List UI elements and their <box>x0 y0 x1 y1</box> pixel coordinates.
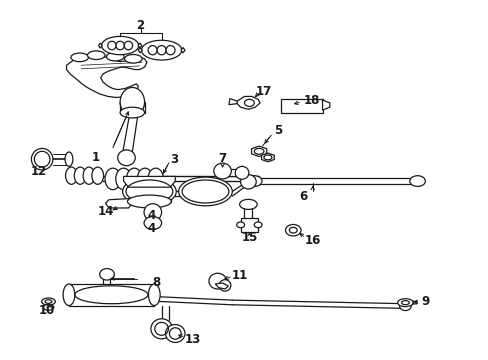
Ellipse shape <box>87 51 105 59</box>
Polygon shape <box>237 96 260 109</box>
Ellipse shape <box>43 305 54 310</box>
Ellipse shape <box>254 148 264 154</box>
Ellipse shape <box>137 168 153 190</box>
Ellipse shape <box>45 300 52 303</box>
Ellipse shape <box>165 324 184 342</box>
Bar <box>240 219 258 232</box>
Polygon shape <box>123 176 175 187</box>
Ellipse shape <box>151 319 172 339</box>
Ellipse shape <box>235 166 248 179</box>
Text: 1: 1 <box>92 151 100 164</box>
Polygon shape <box>228 99 237 105</box>
Ellipse shape <box>41 298 55 305</box>
Ellipse shape <box>116 41 124 50</box>
Text: 12: 12 <box>31 165 47 177</box>
Text: 4: 4 <box>147 221 156 235</box>
Bar <box>222 169 242 176</box>
Text: 8: 8 <box>152 276 161 289</box>
Ellipse shape <box>74 167 86 184</box>
Ellipse shape <box>100 269 114 280</box>
Ellipse shape <box>399 301 410 311</box>
Polygon shape <box>412 301 416 304</box>
Ellipse shape <box>213 163 231 179</box>
Text: 15: 15 <box>241 231 257 244</box>
Ellipse shape <box>148 284 160 306</box>
Ellipse shape <box>254 222 262 228</box>
Ellipse shape <box>65 167 77 184</box>
Ellipse shape <box>106 52 124 61</box>
Ellipse shape <box>239 199 257 210</box>
Ellipse shape <box>166 46 175 55</box>
Ellipse shape <box>289 227 297 233</box>
Ellipse shape <box>244 99 254 107</box>
Polygon shape <box>66 55 147 98</box>
Ellipse shape <box>105 168 121 190</box>
Ellipse shape <box>144 217 161 229</box>
Ellipse shape <box>102 36 139 55</box>
Ellipse shape <box>157 46 166 55</box>
Text: 17: 17 <box>255 85 272 98</box>
Polygon shape <box>261 153 274 162</box>
Ellipse shape <box>236 222 244 228</box>
Ellipse shape <box>208 273 226 289</box>
Polygon shape <box>99 43 102 48</box>
Text: 6: 6 <box>298 190 306 203</box>
Ellipse shape <box>122 177 176 206</box>
Ellipse shape <box>285 225 301 236</box>
Ellipse shape <box>120 107 144 118</box>
Ellipse shape <box>126 168 142 190</box>
Ellipse shape <box>92 167 103 184</box>
Polygon shape <box>251 146 266 157</box>
Ellipse shape <box>401 301 408 305</box>
Polygon shape <box>138 48 142 53</box>
Ellipse shape <box>71 53 88 62</box>
Ellipse shape <box>31 148 53 170</box>
Ellipse shape <box>397 299 412 307</box>
Ellipse shape <box>107 41 116 50</box>
Bar <box>281 99 322 113</box>
Ellipse shape <box>240 175 256 189</box>
Ellipse shape <box>127 195 171 208</box>
Ellipse shape <box>120 87 144 116</box>
Polygon shape <box>322 100 329 110</box>
Text: 4: 4 <box>147 210 156 222</box>
Text: 9: 9 <box>421 296 429 309</box>
Ellipse shape <box>116 168 131 190</box>
Ellipse shape <box>141 40 182 60</box>
Text: 2: 2 <box>136 19 144 32</box>
Ellipse shape <box>63 284 75 306</box>
Polygon shape <box>105 199 132 208</box>
Text: 3: 3 <box>169 153 178 166</box>
Ellipse shape <box>148 168 163 190</box>
Ellipse shape <box>148 46 157 55</box>
Text: 11: 11 <box>231 269 247 282</box>
Ellipse shape <box>65 152 73 166</box>
Polygon shape <box>215 283 228 289</box>
Ellipse shape <box>83 167 95 184</box>
Text: 13: 13 <box>185 333 201 346</box>
Ellipse shape <box>34 151 50 167</box>
Polygon shape <box>138 43 142 48</box>
Ellipse shape <box>409 176 425 186</box>
Ellipse shape <box>264 155 271 160</box>
Polygon shape <box>181 48 184 53</box>
Ellipse shape <box>219 280 230 291</box>
Text: 16: 16 <box>304 234 320 247</box>
Ellipse shape <box>124 41 132 50</box>
Ellipse shape <box>178 177 232 206</box>
Ellipse shape <box>246 176 262 186</box>
Text: 7: 7 <box>218 152 226 165</box>
Text: 18: 18 <box>303 94 319 107</box>
Ellipse shape <box>144 204 161 221</box>
Ellipse shape <box>118 150 135 166</box>
Bar <box>69 284 154 306</box>
Text: 5: 5 <box>274 124 282 137</box>
Text: 10: 10 <box>39 305 55 318</box>
Ellipse shape <box>124 54 142 63</box>
Text: 14: 14 <box>97 205 114 218</box>
